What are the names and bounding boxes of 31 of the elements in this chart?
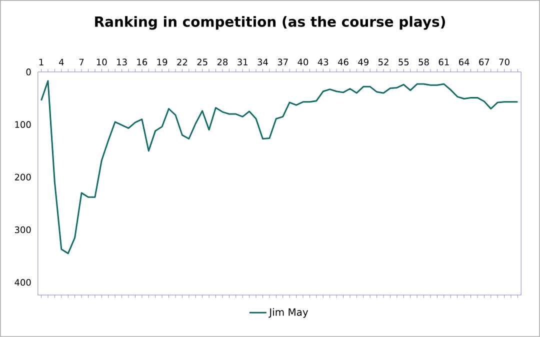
x-tick-label: 67 xyxy=(479,58,490,66)
legend-label: Jim May xyxy=(268,308,308,318)
x-tick-label: 46 xyxy=(338,58,348,66)
x-tick-label: 1 xyxy=(39,58,44,66)
x-tick-label: 58 xyxy=(418,58,429,66)
x-tick-label: 31 xyxy=(238,58,248,66)
x-tick-label: 52 xyxy=(378,58,388,66)
x-tick-label: 25 xyxy=(197,58,208,66)
x-tick-label: 4 xyxy=(58,58,64,66)
chart-title: Ranking in competition (as the course plays) xyxy=(95,16,446,30)
x-tick-label: 10 xyxy=(96,58,107,66)
x-tick-label: 37 xyxy=(278,58,288,66)
x-tick-label: 7 xyxy=(79,58,84,66)
x-tick-label: 34 xyxy=(258,58,268,66)
x-tick-label: 55 xyxy=(398,58,409,66)
x-tick-label: 16 xyxy=(137,58,148,66)
y-tick-label: 200 xyxy=(14,174,31,181)
x-tick-label: 64 xyxy=(458,58,470,66)
x-tick-label: 13 xyxy=(117,58,127,66)
y-tick-label: 0 xyxy=(26,68,31,76)
x-tick-label: 19 xyxy=(157,58,168,66)
x-tick-label: 61 xyxy=(438,58,449,66)
x-tick-label: 43 xyxy=(318,58,328,66)
x-tick-label: 49 xyxy=(358,58,368,66)
y-tick-label: 400 xyxy=(14,279,31,286)
x-tick-label: 28 xyxy=(217,58,228,66)
x-tick-label: 70 xyxy=(499,58,510,66)
x-tick-label: 22 xyxy=(177,58,188,66)
y-tick-label: 300 xyxy=(14,226,31,234)
y-tick-label: 100 xyxy=(15,121,31,128)
x-tick-label: 40 xyxy=(298,58,308,66)
